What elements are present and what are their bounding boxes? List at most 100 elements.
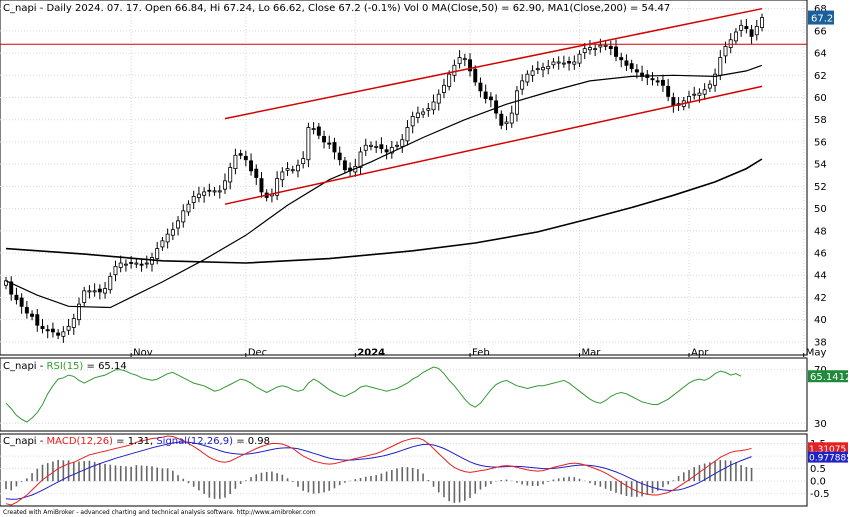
- candle-body: [587, 47, 592, 51]
- candle-body: [577, 53, 582, 64]
- candle-body: [697, 92, 702, 96]
- candle-body: [462, 58, 467, 61]
- signal-header-label: Signal(12,26,9): [156, 436, 233, 447]
- candle-body: [556, 61, 561, 64]
- price-header: C_napi - Daily 2024. 07. 17. Open 66.84,…: [3, 3, 670, 14]
- candle-body: [165, 233, 170, 243]
- rsi-line: [5, 366, 742, 423]
- candle-body: [311, 128, 316, 131]
- candle-body: [103, 288, 108, 294]
- candle-body: [514, 90, 519, 115]
- candle-body: [389, 147, 394, 154]
- candle-body: [296, 164, 300, 172]
- candle-body: [223, 180, 227, 190]
- candle-body: [280, 171, 285, 181]
- candle-body: [207, 189, 212, 192]
- candle-body: [19, 297, 24, 307]
- candle-body: [415, 112, 420, 118]
- price-tick-label: 46: [814, 249, 827, 260]
- signal-header-value: = 0.98: [233, 436, 270, 447]
- candle-body: [593, 48, 598, 51]
- candle-body: [170, 229, 175, 236]
- candle-body: [452, 64, 457, 76]
- candle-body: [238, 153, 243, 156]
- price-tick-label: 56: [814, 137, 827, 148]
- candle-body: [358, 151, 363, 168]
- rsi-tick-label: 30: [814, 419, 827, 430]
- candle-body: [707, 83, 712, 89]
- signal-value-tag: [808, 451, 848, 463]
- candle-body: [342, 160, 347, 171]
- candle-body: [426, 108, 431, 111]
- candle-body: [254, 168, 259, 178]
- candle-body: [45, 329, 50, 332]
- candle-body: [582, 48, 587, 53]
- candle-body: [400, 139, 405, 147]
- candle-body: [56, 332, 61, 336]
- candle-body: [87, 290, 92, 293]
- candle-body: [249, 160, 254, 172]
- candle-body: [71, 318, 76, 328]
- month-label: Nov: [133, 348, 153, 359]
- candle-body: [405, 127, 410, 142]
- candle-body: [40, 325, 45, 329]
- candle-body: [671, 97, 676, 106]
- price-tick-label: 40: [814, 315, 827, 326]
- candle-body: [97, 288, 102, 293]
- price-tick-label: 58: [814, 115, 827, 126]
- candle-body: [290, 169, 295, 172]
- candle-body: [285, 168, 290, 171]
- candle-body: [541, 67, 545, 71]
- candle-body: [478, 82, 483, 92]
- candle-body: [217, 190, 222, 193]
- candle-body: [436, 93, 441, 104]
- price-tick-label: 54: [814, 160, 827, 171]
- candle-body: [535, 68, 540, 71]
- candle-body: [598, 44, 603, 48]
- month-label: Feb: [472, 348, 490, 359]
- candle-body: [441, 84, 446, 93]
- candle-body: [191, 195, 196, 203]
- month-label: Apr: [691, 348, 709, 359]
- rsi-y-axis: 307065.1412: [808, 365, 850, 430]
- candle-body: [24, 307, 29, 314]
- candle-body: [687, 96, 691, 103]
- candle-body: [660, 79, 665, 86]
- candle-body: [176, 220, 181, 229]
- candle-body: [186, 203, 191, 213]
- rsi-header-symbol: C_napi -: [3, 361, 47, 372]
- candle-body: [468, 59, 472, 72]
- rsi-header-label: RSI(15): [47, 361, 84, 372]
- month-label: 2024: [357, 348, 385, 359]
- candle-body: [457, 57, 462, 65]
- candle-body: [713, 73, 718, 86]
- rsi-value-tag: [808, 370, 848, 383]
- price-plot: [0, 7, 807, 343]
- price-tick-label: 60: [814, 93, 827, 104]
- candle-body: [243, 155, 248, 161]
- candle-body: [9, 281, 14, 295]
- candle-body: [306, 127, 311, 161]
- month-label: Mar: [582, 348, 602, 359]
- signal-line: [5, 441, 752, 500]
- candle-body: [233, 154, 238, 170]
- x-axis: NovDec2024FebMarAprMayJunJul: [130, 348, 826, 359]
- candle-body: [150, 257, 154, 265]
- candle-body: [160, 240, 165, 248]
- candle-body: [561, 62, 566, 65]
- candle-body: [363, 144, 368, 151]
- candle-body: [139, 263, 144, 266]
- candle-body: [567, 61, 572, 64]
- candle-body: [723, 46, 728, 57]
- price-tick-label: 38: [814, 337, 827, 348]
- candle-body: [92, 290, 97, 293]
- macd-tick-label: -0.5: [810, 489, 830, 500]
- candle-body: [744, 26, 749, 30]
- last-price-label: 67.2: [811, 14, 833, 25]
- candle-body: [144, 262, 149, 265]
- candle-body: [374, 145, 379, 148]
- candle-body: [692, 93, 697, 96]
- candle-body: [212, 190, 217, 193]
- month-label: Dec: [248, 348, 267, 359]
